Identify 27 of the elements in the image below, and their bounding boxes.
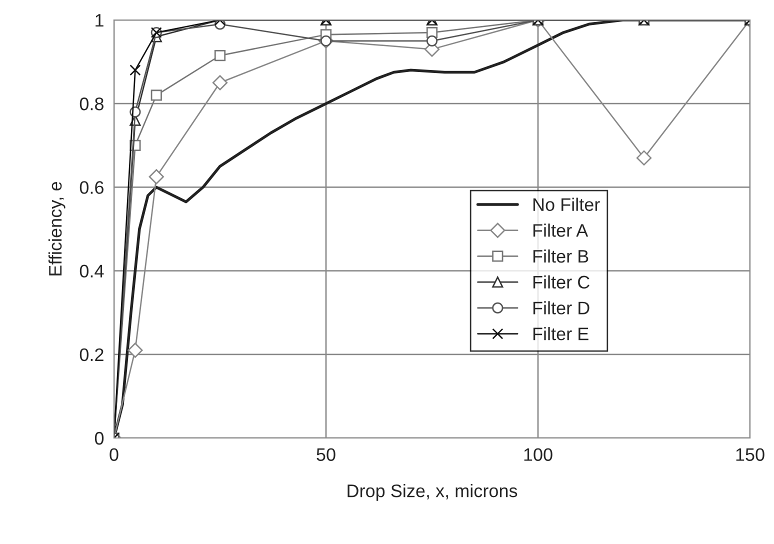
point (636, 150, 652, 166)
legend-label: Filter D (533, 301, 590, 314)
y-tick-label: 0.2 (80, 348, 104, 362)
legend-label: Filter A (533, 224, 588, 237)
x-tick-label: 150 (736, 448, 764, 461)
y-axis-title: Efficiency, e (48, 182, 66, 276)
legend-label: Filter E (533, 327, 588, 340)
y-tick-label: 0.6 (80, 181, 104, 194)
y-tick-label: 0.8 (80, 98, 104, 110)
x-tick-label: 0 (110, 448, 118, 461)
x-axis-title: Drop Size, x, microns (348, 484, 518, 501)
point (128, 342, 143, 358)
legend-label: Filter B (533, 249, 588, 263)
point (214, 50, 226, 62)
point (130, 64, 141, 76)
point (150, 90, 162, 101)
y-tick-label: 0 (94, 432, 104, 445)
point (148, 169, 164, 184)
y-tick-label: 0.4 (80, 264, 104, 278)
legend-label: No Filter (533, 198, 600, 211)
point (426, 35, 438, 46)
y-tick-label: 1 (96, 14, 104, 27)
legend-label: Filter C (533, 275, 590, 289)
point (212, 75, 228, 90)
point (320, 35, 332, 46)
x-tick-label: 100 (524, 448, 552, 461)
x-tick-label: 50 (316, 448, 336, 461)
